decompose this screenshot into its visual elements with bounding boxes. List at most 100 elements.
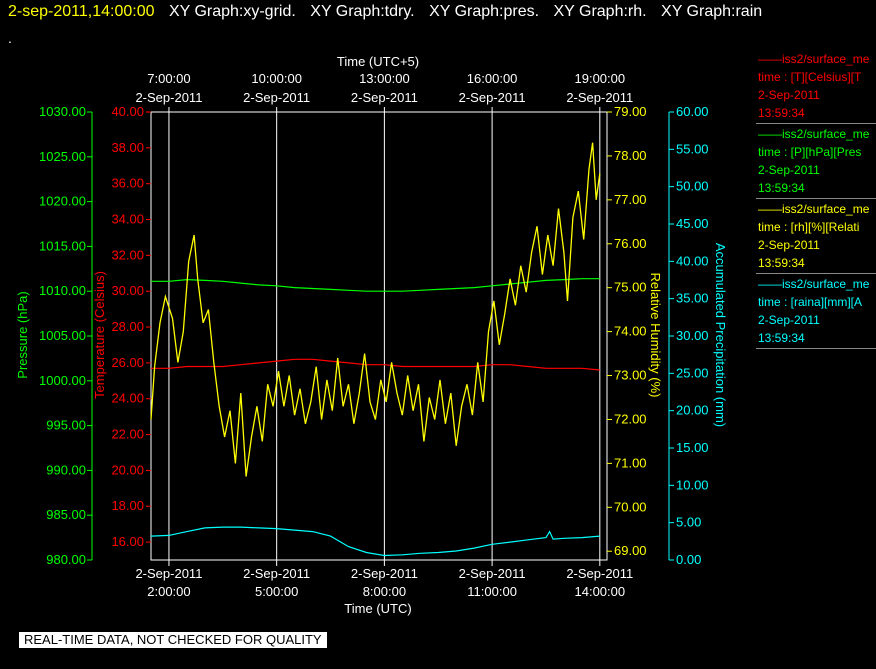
bottom-axis-title: Time (UTC)	[344, 601, 411, 616]
bottom-tick-date: 2-Sep-2011	[566, 566, 633, 581]
humidity-tick-label: 78.00	[614, 148, 647, 163]
temperature-tick-label: 38.00	[111, 140, 144, 155]
humidity-tick-label: 76.00	[614, 236, 647, 251]
legend-entry: ——iss2/surface_me time : [raina][mm][A 2-S…	[756, 275, 876, 349]
legend-text: time : [raina][mm][A	[758, 295, 863, 309]
humidity-tick-label: 69.00	[614, 543, 647, 558]
top-tick-label: 7:00:00	[147, 71, 190, 86]
top-tick-date: 2-Sep-2011	[459, 90, 526, 105]
precip-tick-label: 50.00	[676, 179, 709, 194]
top-axis-title: Time (UTC+5)	[337, 54, 419, 69]
legend-entry: ——iss2/surface_me time : [P][hPa][Pres 2-S…	[756, 125, 876, 199]
temperature-tick-label: 24.00	[111, 391, 144, 406]
top-tick-date: 2-Sep-2011	[351, 90, 418, 105]
pressure-series-line	[151, 278, 600, 292]
temperature-axis-title: Temperature (Celsius)	[92, 271, 107, 399]
graph-name-xy-grid: XY Graph:xy-grid.	[168, 3, 296, 20]
pressure-tick-label: 1020.00	[39, 194, 86, 209]
precip-tick-label: 10.00	[676, 477, 709, 492]
precip-tick-label: 55.00	[676, 141, 709, 156]
temperature-tick-label: 18.00	[111, 498, 144, 513]
legend-text: 2-Sep-2011	[758, 88, 820, 102]
temperature-tick-label: 20.00	[111, 462, 144, 477]
precip-tick-label: 25.00	[676, 365, 709, 380]
temperature-tick-label: 28.00	[111, 319, 144, 334]
top-tick-label: 19:00:00	[575, 71, 626, 86]
graph-name-tdry: XY Graph:tdry.	[310, 3, 415, 20]
temperature-tick-label: 22.00	[111, 427, 144, 442]
humidity-tick-label: 70.00	[614, 499, 647, 514]
temperature-tick-label: 16.00	[111, 534, 144, 549]
legend-text: 13:59:34	[758, 181, 805, 195]
temperature-series-line	[151, 358, 600, 371]
temperature-tick-label: 32.00	[111, 247, 144, 262]
graph-name-rh: XY Graph:rh.	[553, 3, 647, 20]
precip-tick-label: 5.00	[676, 515, 701, 530]
header-dot: .	[8, 30, 12, 46]
humidity-tick-label: 75.00	[614, 280, 647, 295]
humidity-axis-title: Relative Humidity (%)	[648, 273, 663, 398]
temperature-tick-label: 36.00	[111, 176, 144, 191]
legend-text: 2-Sep-2011	[758, 313, 820, 327]
bottom-tick-date: 2-Sep-2011	[351, 566, 418, 581]
pressure-tick-label: 1025.00	[39, 149, 86, 164]
precip-series-line	[150, 526, 600, 557]
bottom-tick-label: 14:00:00	[575, 584, 626, 599]
legend-text: time : [P][hPa][Pres	[758, 145, 862, 159]
top-tick-label: 10:00:00	[251, 71, 302, 86]
humidity-tick-label: 72.00	[614, 411, 647, 426]
pressure-tick-label: 1005.00	[39, 328, 86, 343]
plot-frame	[150, 111, 608, 561]
bottom-tick-label: 11:00:00	[467, 584, 517, 599]
pressure-tick-label: 1000.00	[39, 373, 86, 388]
pressure-tick-label: 995.00	[46, 418, 86, 433]
precip-tick-label: 15.00	[676, 440, 709, 455]
top-tick-label: 16:00:00	[467, 71, 518, 86]
pressure-tick-label: 1010.00	[39, 283, 86, 298]
timestamp-label: 2-sep-2011,14:00:00	[8, 3, 155, 20]
humidity-tick-label: 79.00	[614, 104, 647, 119]
precip-tick-label: 30.00	[676, 328, 709, 343]
bottom-tick-date: 2-Sep-2011	[135, 566, 202, 581]
legend-text: ——iss2/surface_me	[758, 52, 870, 66]
precip-tick-label: 0.00	[676, 552, 701, 567]
top-tick-date: 2-Sep-2011	[566, 90, 633, 105]
top-tick-date: 2-Sep-2011	[135, 90, 202, 105]
precip-tick-label: 35.00	[676, 291, 709, 306]
pressure-tick-label: 1015.00	[39, 238, 86, 253]
bottom-tick-date: 2-Sep-2011	[459, 566, 526, 581]
temperature-tick-label: 40.00	[111, 104, 144, 119]
pressure-tick-label: 1030.00	[39, 104, 86, 119]
graph-name-pres: XY Graph:pres.	[429, 3, 540, 20]
bottom-tick-label: 8:00:00	[363, 584, 406, 599]
pressure-tick-label: 980.00	[46, 552, 86, 567]
humidity-series-line	[150, 142, 601, 477]
humidity-tick-label: 74.00	[614, 324, 647, 339]
graph-name-rain: XY Graph:rain	[661, 3, 763, 20]
pressure-axis-title: Pressure (hPa)	[15, 291, 30, 378]
temperature-tick-label: 30.00	[111, 283, 144, 298]
precip-axis-title: Accumulated Precipitation (mm)	[713, 243, 728, 427]
temperature-tick-label: 26.00	[111, 355, 144, 370]
precip-tick-label: 60.00	[676, 104, 709, 119]
legend-text: 13:59:34	[758, 331, 805, 345]
legend-text: time : [rh][%][Relati	[758, 220, 860, 234]
bottom-tick-label: 5:00:00	[255, 584, 298, 599]
temperature-tick-label: 34.00	[111, 212, 144, 227]
bottom-tick-date: 2-Sep-2011	[243, 566, 310, 581]
precip-tick-label: 40.00	[676, 253, 709, 268]
humidity-tick-label: 71.00	[614, 455, 647, 470]
quality-notice: REAL-TIME DATA, NOT CHECKED FOR QUALITY	[19, 632, 327, 648]
pressure-tick-label: 990.00	[46, 462, 86, 477]
bottom-tick-label: 2:00:00	[147, 584, 190, 599]
legend-text: 13:59:34	[758, 106, 805, 120]
legend-text: time : [T][Celsius][T	[758, 70, 862, 84]
legend-text: 2-Sep-2011	[758, 238, 820, 252]
pressure-tick-label: 985.00	[46, 507, 86, 522]
precip-tick-label: 45.00	[676, 216, 709, 231]
humidity-tick-label: 77.00	[614, 192, 647, 207]
legend-entry: ——iss2/surface_me time : [rh][%][Relati 2-…	[756, 200, 876, 274]
